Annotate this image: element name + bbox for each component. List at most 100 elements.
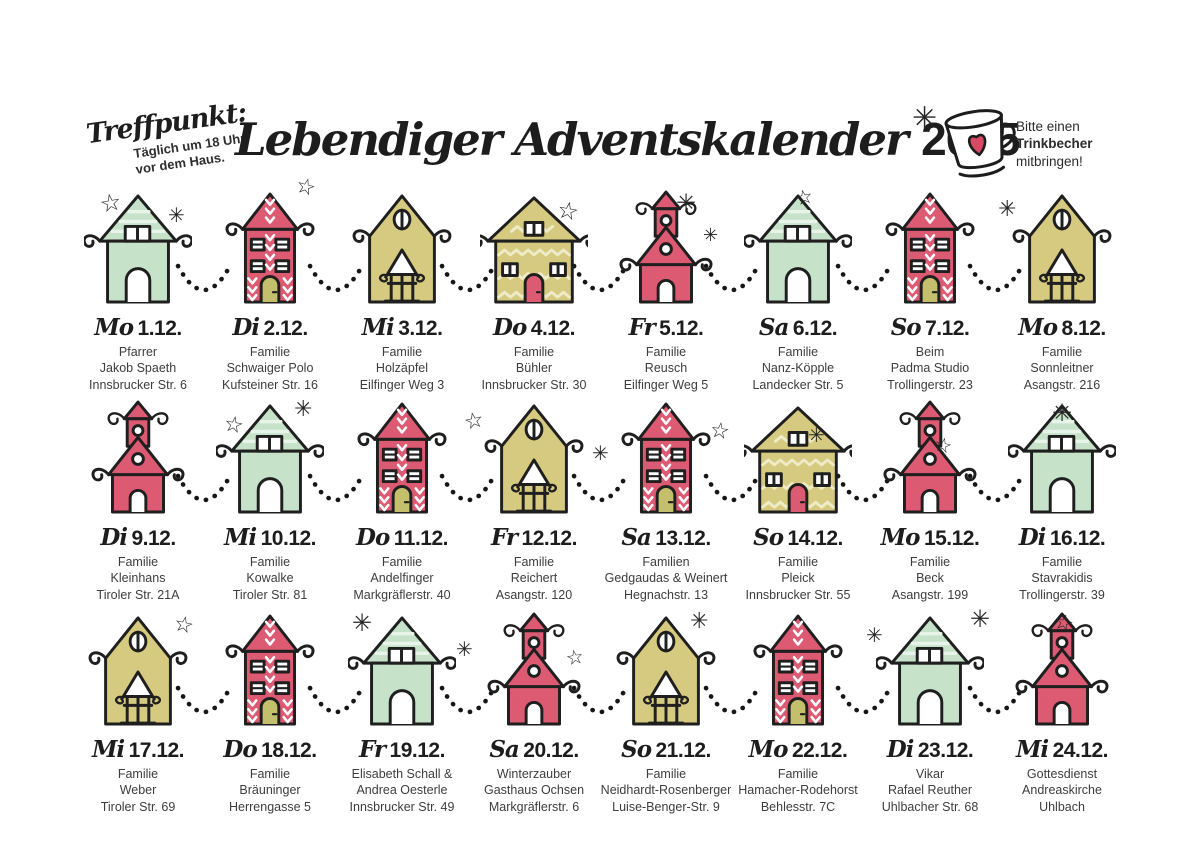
house-illustration-mint-tall — [744, 190, 852, 308]
day-abbrev: Mo — [94, 314, 134, 341]
day-info-line: Hamacher-Rodehorst — [738, 783, 858, 798]
day-info-line: Luise-Benger-Str. 9 — [612, 799, 720, 814]
day-info: Familie Neidhardt-Rosenberger Luise-Benger… — [601, 766, 732, 815]
day-abbrev: Fr — [359, 736, 386, 763]
house-illustration-mint-tall — [84, 190, 192, 308]
day-date: Do 11.12. — [356, 524, 448, 551]
day-info-line: Winterzauber — [496, 767, 572, 781]
day-date: So 7.12. — [891, 314, 970, 341]
day-info-line: Markgräflerstr. 6 — [488, 799, 580, 814]
calendar-row-1: Mo 1.12. Pfarrer Jakob Spaeth Innsbrucker S… — [0, 190, 1200, 393]
day-abbrev: Sa — [489, 736, 519, 763]
snowflake-icon: ✳ — [1052, 400, 1073, 427]
snowflake-icon: ✳ — [294, 396, 313, 421]
day-date: Mi 17.12. — [91, 736, 185, 763]
house-illustration-red-church — [480, 612, 588, 730]
day-info-line: Familie — [777, 767, 819, 781]
day-info: Familie Pleick Innsbrucker Str. 55 — [746, 554, 851, 603]
calendar-day: Mi 17.12. Familie Weber Tiroler Str. 69 — [72, 612, 204, 815]
day-info-line: Stavrakidis — [1031, 571, 1093, 586]
day-number: 14.12. — [787, 527, 844, 550]
cup-note-line1: Bitte einen — [1016, 119, 1080, 134]
day-info: Familie Sonnleitner Asangstr. 216 — [1024, 344, 1100, 393]
day-info-line: Tiroler Str. 21A — [96, 587, 180, 602]
day-info-line: Familie — [513, 345, 555, 359]
day-info-line: Asangstr. 199 — [891, 587, 969, 602]
calendar-day: So 7.12. Beim Padma Studio Trollingerstr. 2… — [864, 190, 996, 393]
garland-dotted-line — [175, 685, 1025, 715]
day-info: Winterzauber Gasthaus Ochsen Markgräflerst… — [484, 766, 584, 815]
day-info-line: Padma Studio — [890, 361, 970, 376]
day-abbrev: Do — [493, 314, 527, 341]
house-illustration-red-chevron — [876, 190, 984, 308]
day-abbrev: Mi — [91, 736, 125, 763]
day-info-line: Asangstr. 216 — [1023, 377, 1101, 392]
day-info-line: Familie — [117, 767, 159, 781]
day-info-line: Sonnleitner — [1030, 361, 1094, 376]
day-date: Mi 10.12. — [224, 524, 317, 551]
day-info-line: Elisabeth Schall & — [351, 767, 453, 781]
day-info-line: Beim — [915, 345, 945, 359]
calendar-day: Fr 19.12. Elisabeth Schall & Andrea Oester… — [336, 612, 468, 815]
star-icon: ☆ — [564, 645, 586, 671]
house-illustration-red-chevron — [216, 190, 324, 308]
day-date: Mo 22.12. — [749, 736, 848, 763]
day-date: Sa 20.12. — [489, 736, 579, 763]
calendar-row-3: Mi 17.12. Familie Weber Tiroler Str. 69 Do 1… — [0, 612, 1200, 815]
day-info: Beim Padma Studio Trollingerstr. 23 — [887, 344, 973, 393]
day-info-line: Schwaiger Polo — [226, 361, 314, 376]
star-icon: ☆ — [97, 188, 124, 219]
day-info-line: Herrengasse 5 — [229, 799, 311, 814]
day-date: Mo 8.12. — [1018, 314, 1106, 341]
calendar-row-2: Di 9.12. Familie Kleinhans Tiroler Str. 21A… — [0, 400, 1200, 603]
day-date: So 21.12. — [621, 736, 711, 763]
day-info-line: Trollingerstr. 23 — [887, 377, 973, 392]
day-date: Mi 24.12. — [1016, 736, 1109, 763]
calendar-day: Di 16.12. Familie Stavrakidis Trollingerstr… — [996, 400, 1128, 603]
day-info-line: Bräuninger — [239, 783, 301, 798]
day-info-line: Holzäpfel — [375, 361, 429, 376]
day-number: 7.12. — [925, 317, 970, 340]
calendar-day: Di 9.12. Familie Kleinhans Tiroler Str. 21A — [72, 400, 204, 603]
day-number: 21.12. — [655, 739, 712, 762]
day-abbrev: Di — [886, 736, 915, 763]
day-date: Do 18.12. — [223, 736, 317, 763]
page-title: Lebendiger Adventskalender 2025 — [235, 112, 1021, 166]
star-icon: ☆ — [792, 185, 816, 211]
day-info-line: Familie — [1041, 555, 1083, 569]
day-info-line: Familie — [381, 345, 423, 359]
day-number: 19.12. — [389, 739, 446, 762]
day-info-line: Familie — [117, 555, 159, 569]
day-abbrev: Di — [1018, 524, 1047, 551]
calendar-day: Do 4.12. Familie Bühler Innsbrucker Str. 30 — [468, 190, 600, 393]
day-info: Familie Andelfinger Markgräflerstr. 40 — [353, 554, 450, 603]
day-info-line: Innsbrucker Str. 49 — [349, 799, 455, 814]
day-info: Familie Reichert Asangstr. 120 — [496, 554, 572, 603]
day-abbrev: Mo — [880, 524, 921, 551]
day-number: 1.12. — [137, 317, 183, 340]
day-info-line: Kufsteiner Str. 16 — [222, 377, 318, 392]
day-info-line: Kleinhans — [110, 571, 166, 586]
day-info: Familien Gedgaudas & Weinert Hegnachstr. 1… — [605, 554, 728, 603]
day-abbrev: Di — [232, 314, 260, 341]
house-illustration-red-chevron — [348, 400, 456, 518]
calendar-day: Fr 5.12. Familie Reusch Eilfinger Weg 5 — [600, 190, 732, 393]
day-info-line: Neidhardt-Rosenberger — [600, 783, 732, 798]
cup-note-line3: mitbringen! — [1016, 153, 1083, 169]
day-info-line: Familie — [249, 555, 291, 569]
page-title-script: Lebendiger Adventskalender — [235, 113, 909, 166]
snowflake-icon: ✳ — [592, 443, 609, 465]
day-info-line: Andelfinger — [370, 571, 434, 586]
snowflake-icon: ✳ — [352, 610, 373, 637]
day-number: 24.12. — [1052, 739, 1109, 762]
day-number: 12.12. — [521, 527, 578, 550]
star-icon: ☆ — [461, 406, 487, 435]
day-number: 2.12. — [263, 317, 308, 340]
day-info-line: Familie — [381, 555, 423, 569]
day-date: Di 16.12. — [1019, 524, 1106, 551]
day-info: Familie Stavrakidis Trollingerstr. 39 — [1019, 554, 1105, 603]
day-info-line: Kowalke — [246, 571, 294, 586]
day-info-line: Familie — [249, 345, 291, 359]
day-info-line: Eilfinger Weg 3 — [359, 377, 445, 392]
star-icon: ☆ — [222, 410, 246, 439]
